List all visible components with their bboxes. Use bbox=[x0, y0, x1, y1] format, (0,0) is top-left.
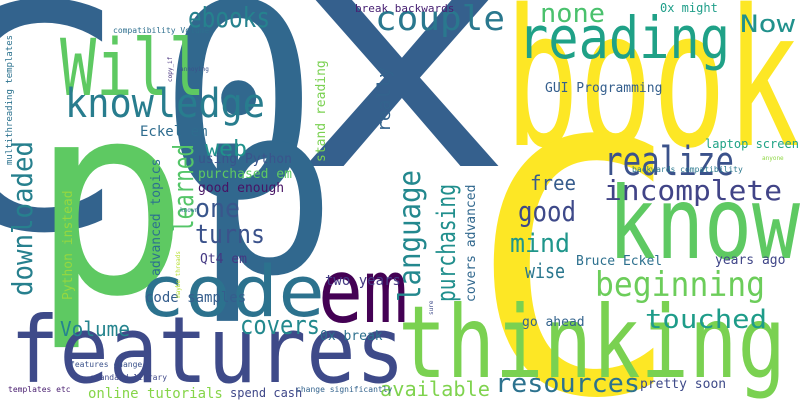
word: purchasing bbox=[432, 184, 462, 302]
word: pretty soon bbox=[640, 377, 726, 392]
word: good enough bbox=[198, 181, 284, 196]
word: code bbox=[138, 251, 325, 333]
word: standard library bbox=[90, 373, 167, 382]
word: thinking bbox=[398, 284, 786, 400]
word: code samples bbox=[145, 290, 246, 306]
word: C bbox=[470, 67, 681, 400]
word: resources bbox=[495, 369, 640, 399]
word: learned bbox=[167, 144, 200, 232]
word: one bbox=[195, 194, 240, 224]
word: 0x break bbox=[320, 329, 383, 344]
word: Now bbox=[740, 10, 796, 38]
word: known bbox=[180, 207, 198, 214]
word: p bbox=[195, 55, 336, 328]
word: reading bbox=[518, 4, 730, 72]
word: mind bbox=[510, 229, 570, 259]
word: multithreading templates bbox=[5, 35, 15, 165]
word: know bbox=[608, 165, 800, 282]
word: wise bbox=[525, 259, 565, 283]
word: templates etc bbox=[8, 385, 71, 394]
word: C bbox=[0, 0, 130, 302]
word: copy_if bbox=[167, 56, 174, 82]
word: ebooks bbox=[188, 1, 270, 34]
word: beginning bbox=[595, 265, 765, 305]
word: features change bbox=[70, 360, 142, 369]
word: covers bbox=[240, 311, 320, 341]
word: Bruce Eckel bbox=[576, 254, 662, 269]
word: backwards compatibility bbox=[632, 165, 743, 174]
word: compatibility Volume bbox=[113, 26, 210, 35]
word: stand reading bbox=[314, 60, 329, 162]
word: turns bbox=[195, 220, 265, 250]
word: features bbox=[10, 297, 405, 400]
word: really bbox=[374, 67, 395, 132]
word: realize bbox=[604, 139, 734, 185]
word: book bbox=[505, 0, 800, 190]
word: 0 bbox=[158, 0, 319, 260]
word: none bbox=[540, 0, 605, 29]
word: sure bbox=[428, 300, 435, 315]
word: language bbox=[393, 170, 428, 302]
word: spend cash bbox=[230, 386, 302, 400]
word: available bbox=[380, 377, 490, 400]
word: Will bbox=[60, 24, 205, 114]
word: go ahead bbox=[522, 315, 585, 330]
word: Volume bbox=[60, 317, 130, 341]
word: two years bbox=[325, 273, 401, 289]
word: incomplete bbox=[604, 174, 782, 207]
word: knowledge bbox=[65, 81, 265, 127]
word: Eckel em bbox=[140, 124, 207, 140]
word: annoying bbox=[180, 66, 209, 73]
word: Python instead bbox=[61, 190, 76, 300]
word: anyone bbox=[762, 155, 784, 162]
word: Qt4 em bbox=[200, 252, 247, 267]
word: laptop screen bbox=[705, 137, 799, 151]
word: free bbox=[530, 171, 576, 195]
word: GUI Programming bbox=[545, 81, 662, 96]
word: web bbox=[205, 137, 247, 162]
word: couple bbox=[375, 0, 505, 39]
word: 0x might bbox=[660, 1, 718, 15]
word: em bbox=[318, 240, 408, 343]
word: using Python bbox=[198, 152, 292, 167]
word: purchased em bbox=[198, 167, 292, 182]
word: advanced topics bbox=[149, 159, 164, 276]
word: downloaded bbox=[6, 141, 39, 296]
word: years ago bbox=[715, 253, 785, 268]
word: online tutorials bbox=[88, 386, 223, 400]
word: good bbox=[518, 195, 576, 228]
word: covers advanced bbox=[464, 185, 479, 302]
word: change significantly bbox=[296, 385, 393, 394]
word: touched bbox=[645, 305, 767, 335]
word: break backwards bbox=[355, 2, 454, 15]
word: x bbox=[292, 0, 512, 240]
word: maybe threads bbox=[175, 251, 182, 298]
word: p bbox=[30, 47, 190, 355]
